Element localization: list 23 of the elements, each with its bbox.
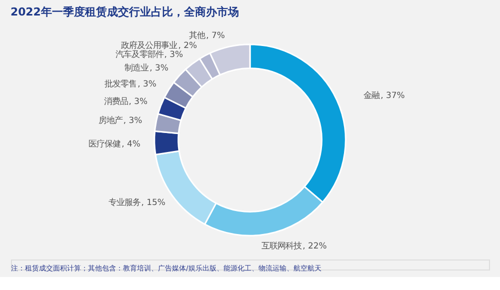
data-label: , 22% — [302, 240, 327, 251]
slice-label: 批发零售 — [104, 78, 137, 88]
data-label: , 7% — [206, 30, 225, 40]
data-label: , 3% — [138, 78, 156, 88]
slice-label: 制造业 — [124, 62, 149, 73]
chart-title: 2022年一季度租赁成交行业占比，全商办市场 — [10, 5, 239, 18]
slice-label: 其他 — [189, 30, 206, 40]
data-label: , 37% — [380, 90, 405, 100]
slice-label: 专业服务 — [108, 197, 140, 208]
slice-label: 医疗保健 — [88, 138, 121, 148]
data-label: , 15% — [141, 197, 166, 208]
slice-label: 消费品 — [104, 96, 128, 106]
slice-label: 互联网科技 — [262, 240, 302, 251]
slice-label: 房地产 — [98, 115, 122, 126]
data-label: , 3% — [150, 62, 168, 73]
data-label: , 3% — [128, 96, 148, 106]
data-label: , 4% — [122, 138, 140, 148]
slice-label: 汽车及零部件 — [115, 49, 164, 60]
data-label: , 3% — [164, 49, 184, 60]
data-label: , 3% — [123, 115, 142, 126]
slice-label: 金融 — [364, 90, 380, 100]
data-label: , 2% — [178, 40, 197, 50]
slice-label: 政府及公用事业 — [121, 40, 178, 50]
